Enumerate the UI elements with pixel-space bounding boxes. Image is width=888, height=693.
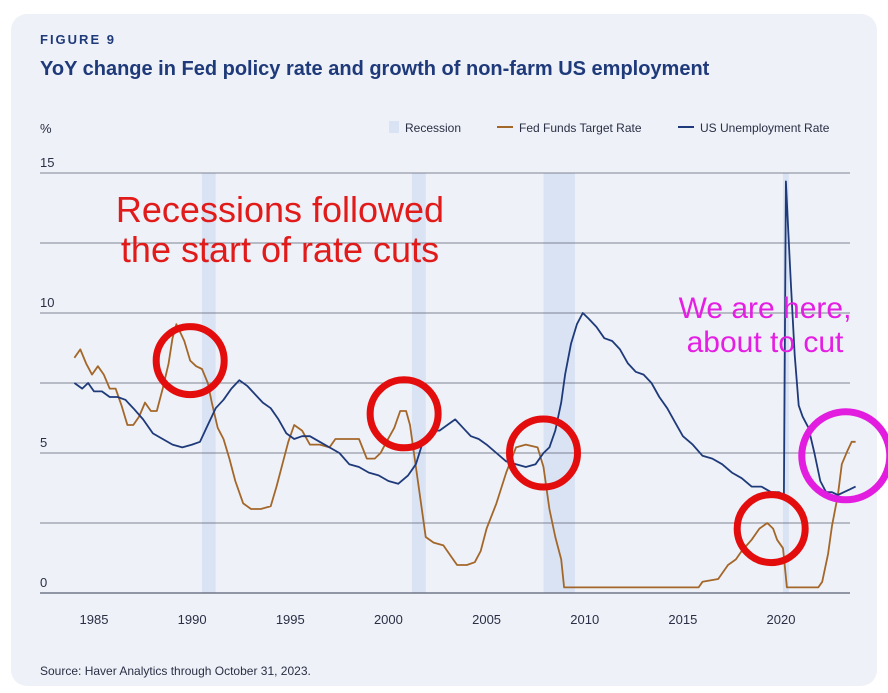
x-tick-2015: 2015 [668,612,697,627]
source-note: Source: Haver Analytics through October … [40,664,311,678]
x-tick-2010: 2010 [570,612,599,627]
x-tick-1990: 1990 [178,612,207,627]
red-highlight-circle-3 [733,491,809,567]
y-tick-labels: 0 5 10 15 [40,155,54,590]
x-tick-2020: 2020 [767,612,796,627]
x-tick-labels: 1985 1990 1995 2000 2005 2010 2015 2020 [80,612,796,627]
y-tick-0: 0 [40,575,47,590]
legend: Recession Fed Funds Target Rate US Unemp… [389,121,830,135]
highlight-circles [152,323,888,567]
we-are-here-line2: about to cut [686,326,844,359]
red-highlight-circle-1 [366,376,442,452]
y-tick-15: 15 [40,155,54,170]
chart-title: YoY change in Fed policy rate and growth… [40,58,710,80]
legend-recession-label: Recession [405,121,461,135]
y-tick-5: 5 [40,435,47,450]
figure-label: FIGURE 9 [40,32,116,47]
legend-unemp-label: US Unemployment Rate [700,121,830,135]
x-tick-2005: 2005 [472,612,501,627]
recession-annotation-line1: Recessions followed [115,189,445,230]
x-tick-1995: 1995 [276,612,305,627]
recession-annotation: Recessions followed the start of rate cu… [70,190,490,270]
gridlines [40,172,850,594]
red-highlight-circle-2 [505,415,581,491]
we-are-here-line1: We are here, [678,292,852,325]
fed-funds-line [73,323,856,589]
x-tick-2000: 2000 [374,612,403,627]
magenta-highlight-circle-4 [798,408,888,504]
legend-fed-label: Fed Funds Target Rate [519,121,642,135]
y-tick-10: 10 [40,295,54,310]
x-tick-1985: 1985 [80,612,109,627]
red-highlight-circle-0 [152,323,228,399]
we-are-here-annotation: We are here, about to cut [660,292,870,360]
y-axis-label: % [40,121,52,136]
recession-annotation-line2: the start of rate cuts [120,229,440,270]
legend-recession-swatch [389,121,399,133]
